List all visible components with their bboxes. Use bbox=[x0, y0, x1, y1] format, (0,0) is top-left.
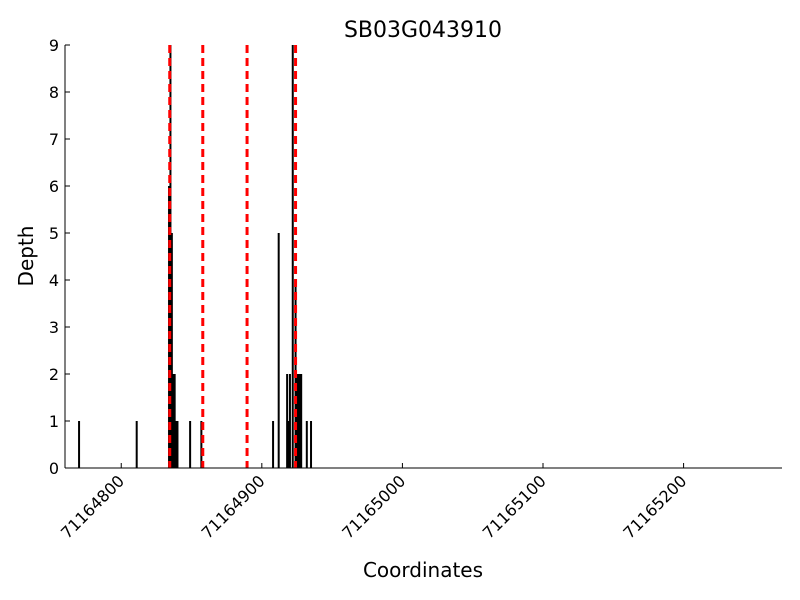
x-axis-label: Coordinates bbox=[363, 558, 483, 582]
depth-bar bbox=[287, 421, 290, 468]
depth-bar bbox=[170, 233, 173, 468]
depth-bar bbox=[200, 421, 203, 468]
depth-bar bbox=[277, 233, 280, 468]
x-tick-label: 71165200 bbox=[619, 471, 690, 542]
depth-bar bbox=[189, 421, 192, 468]
depth-bar bbox=[168, 186, 171, 468]
y-tick-label: 4 bbox=[49, 271, 59, 290]
y-tick-label: 9 bbox=[49, 36, 59, 55]
y-tick-label: 5 bbox=[49, 224, 59, 243]
y-tick-label: 1 bbox=[49, 412, 59, 431]
y-tick-label: 3 bbox=[49, 318, 59, 337]
depth-bar bbox=[297, 374, 300, 468]
y-axis-label: Depth bbox=[14, 226, 38, 287]
y-tick-label: 0 bbox=[49, 459, 59, 478]
depth-bar bbox=[298, 374, 301, 468]
depth-bar bbox=[176, 421, 179, 468]
x-tick-label: 71164900 bbox=[198, 471, 269, 542]
depth-bar bbox=[310, 421, 313, 468]
depth-bar bbox=[295, 374, 298, 468]
y-tick-label: 2 bbox=[49, 365, 59, 384]
x-tick-label: 71165000 bbox=[338, 471, 409, 542]
x-tick-label: 71164800 bbox=[57, 471, 128, 542]
depth-bar bbox=[272, 421, 275, 468]
y-tick-label: 7 bbox=[49, 130, 59, 149]
y-tick-label: 8 bbox=[49, 83, 59, 102]
x-tick-label: 71165100 bbox=[479, 471, 550, 542]
depth-bar bbox=[173, 374, 176, 468]
y-tick-label: 6 bbox=[49, 177, 59, 196]
depth-bar bbox=[286, 374, 289, 468]
chart-title: SB03G043910 bbox=[344, 18, 502, 43]
depth-bar bbox=[78, 421, 81, 468]
marker-lines-group bbox=[168, 45, 298, 468]
depth-bar bbox=[135, 421, 138, 468]
x-ticks-group: 71164800 71164900 71165000 71165100 71165200 bbox=[57, 463, 690, 542]
depth-bar bbox=[175, 421, 178, 468]
y-ticks-group: 0 1 2 3 4 5 6 7 8 9 bbox=[49, 36, 70, 478]
depth-bar bbox=[305, 421, 308, 468]
axes-group bbox=[64, 45, 782, 469]
depth-bar bbox=[300, 374, 303, 468]
depth-bar bbox=[288, 374, 291, 468]
bars-group bbox=[78, 45, 313, 468]
depth-bar bbox=[291, 45, 294, 468]
depth-bar bbox=[172, 374, 175, 468]
